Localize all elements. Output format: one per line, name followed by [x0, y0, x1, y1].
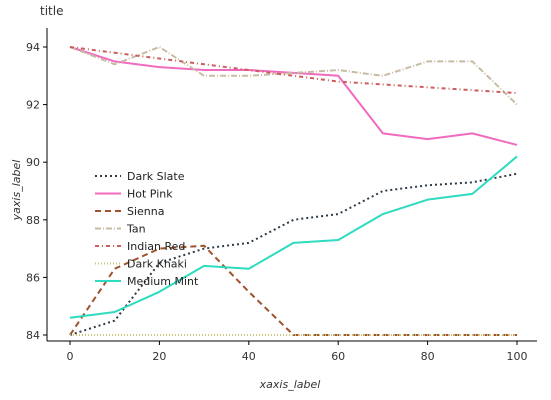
series-lines [69, 46, 518, 336]
legend-label-tan: Tan [126, 223, 146, 236]
x-tick-label: 100 [507, 350, 528, 363]
x-tick-label: 60 [331, 350, 345, 363]
y-tick-label: 86 [26, 271, 40, 284]
legend-label-sienna: Sienna [127, 205, 165, 218]
y-tick-label: 92 [26, 99, 40, 112]
x-tick-label: 0 [67, 350, 74, 363]
x-axis-label: xaxis_label [259, 378, 321, 391]
series-line-hot-pink [69, 46, 518, 146]
y-tick-label: 90 [26, 156, 40, 169]
legend-label-dark-khaki: Dark Khaki [127, 258, 187, 271]
legend: Dark Slate Hot Pink Sienna Tan Indian Red Dar… [95, 170, 199, 288]
series-line-indian-red [69, 46, 518, 95]
legend-label-hot-pink: Hot Pink [127, 188, 173, 201]
legend-label-indian-red: Indian Red [127, 240, 185, 253]
chart-title: title [40, 4, 63, 18]
x-axis-ticks: 0 20 40 60 80 100 [67, 341, 528, 363]
y-axis-label: yaxis_label [10, 160, 23, 222]
series-line-tan [69, 46, 518, 106]
x-tick-label: 80 [421, 350, 435, 363]
series-line-dark-slate [69, 172, 518, 336]
y-tick-label: 84 [26, 329, 40, 342]
x-tick-label: 40 [242, 350, 256, 363]
series-line-sienna [69, 244, 517, 336]
y-axis-ticks: 84 86 88 90 92 94 [26, 41, 47, 342]
legend-label-dark-slate: Dark Slate [127, 170, 185, 183]
legend-label-medium-mint: Medium Mint [127, 275, 199, 288]
series-line-medium-mint [69, 155, 518, 319]
y-tick-label: 94 [26, 41, 40, 54]
x-tick-label: 20 [152, 350, 166, 363]
y-tick-label: 88 [26, 214, 40, 227]
